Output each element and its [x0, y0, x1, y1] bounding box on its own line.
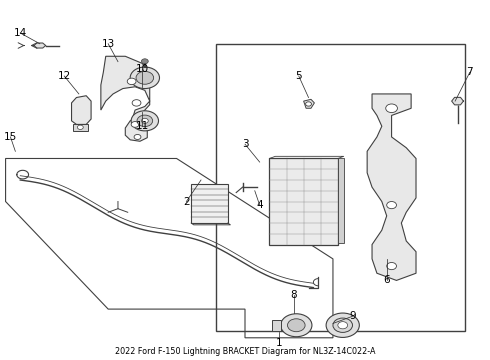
Text: 9: 9: [349, 311, 356, 321]
Bar: [216, 44, 465, 330]
Text: 5: 5: [295, 71, 302, 81]
Circle shape: [281, 314, 312, 337]
Circle shape: [338, 321, 347, 329]
Text: 11: 11: [136, 121, 149, 131]
Circle shape: [131, 111, 159, 131]
Polygon shape: [101, 56, 150, 141]
Polygon shape: [72, 96, 91, 125]
Circle shape: [137, 115, 153, 127]
Text: 4: 4: [256, 200, 263, 210]
Text: 7: 7: [466, 67, 473, 77]
Bar: [73, 124, 88, 131]
Polygon shape: [367, 94, 416, 280]
Circle shape: [288, 319, 305, 332]
Text: 6: 6: [383, 275, 390, 285]
Text: 2: 2: [183, 197, 190, 207]
Polygon shape: [34, 43, 46, 48]
Circle shape: [326, 313, 359, 337]
Bar: [338, 158, 343, 243]
Text: 12: 12: [58, 71, 71, 81]
Circle shape: [306, 102, 312, 106]
Circle shape: [77, 125, 83, 130]
Circle shape: [131, 122, 139, 127]
Circle shape: [134, 134, 141, 139]
Circle shape: [136, 71, 154, 84]
Circle shape: [142, 118, 148, 123]
Circle shape: [333, 318, 352, 332]
Bar: [270, 158, 338, 244]
Circle shape: [387, 202, 396, 209]
Text: 3: 3: [242, 139, 248, 149]
Text: 10: 10: [136, 64, 149, 74]
Text: 15: 15: [4, 132, 17, 142]
Circle shape: [127, 78, 136, 85]
Bar: [191, 184, 228, 223]
Polygon shape: [304, 99, 315, 108]
Text: 14: 14: [14, 28, 27, 38]
Text: 8: 8: [291, 290, 297, 300]
Polygon shape: [452, 97, 464, 105]
Circle shape: [142, 59, 148, 64]
Circle shape: [387, 262, 396, 270]
Text: 13: 13: [101, 39, 115, 49]
Text: 2022 Ford F-150 Lightning BRACKET Diagram for NL3Z-14C022-A: 2022 Ford F-150 Lightning BRACKET Diagra…: [115, 347, 375, 356]
Polygon shape: [272, 320, 281, 330]
Circle shape: [130, 67, 159, 89]
Circle shape: [132, 100, 141, 106]
Text: 1: 1: [276, 338, 283, 348]
Circle shape: [386, 104, 397, 113]
